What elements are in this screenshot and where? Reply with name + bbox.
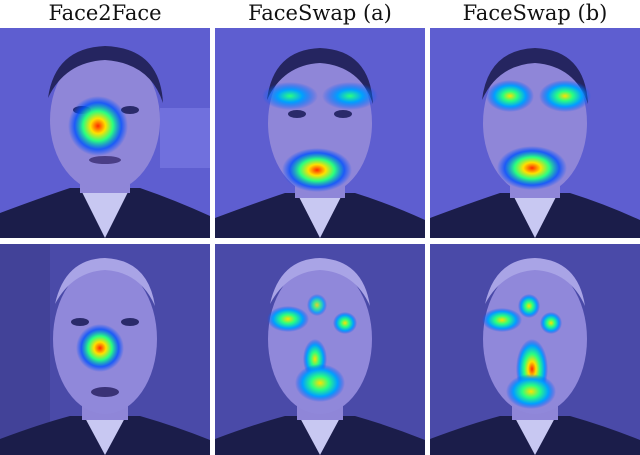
panel-r1-faceswap-a	[215, 28, 425, 238]
face-heatmap-image	[0, 244, 210, 455]
panel-r2-face2face	[0, 244, 210, 455]
face-heatmap-image	[0, 28, 210, 238]
panel-r2-faceswap-b	[430, 244, 640, 455]
panel-r2-faceswap-a	[215, 244, 425, 455]
col-title-face2face: Face2Face	[48, 1, 162, 25]
face-heatmap-image	[430, 28, 640, 238]
face-heatmap-image	[430, 244, 640, 455]
col-title-faceswap-a: FaceSwap (a)	[248, 1, 392, 25]
face-heatmap-image	[215, 28, 425, 238]
col-title-faceswap-b: FaceSwap (b)	[462, 1, 608, 25]
face-heatmap-image	[215, 244, 425, 455]
panel-r1-faceswap-b	[430, 28, 640, 238]
panel-r1-face2face	[0, 28, 210, 238]
